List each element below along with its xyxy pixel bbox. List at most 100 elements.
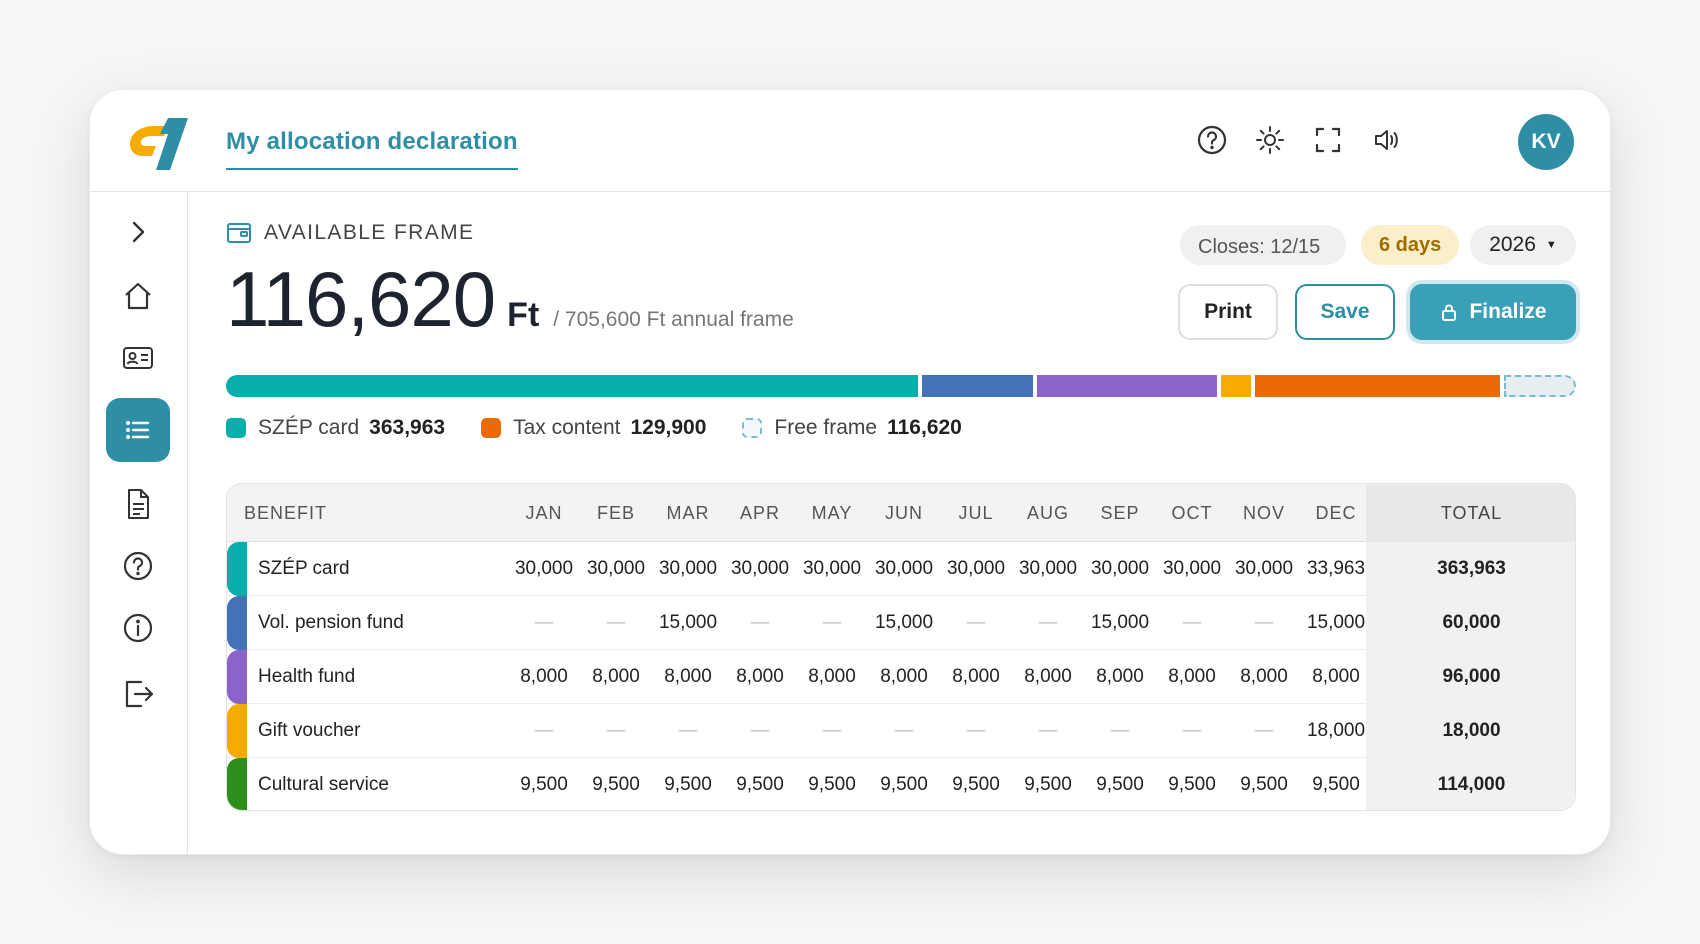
- finalize-label: Finalize: [1469, 300, 1547, 323]
- sidebar-expand[interactable]: [106, 200, 170, 264]
- month-cell[interactable]: 15,000: [658, 612, 718, 633]
- sound-icon[interactable]: [1368, 122, 1404, 158]
- month-cell[interactable]: 30,000: [1234, 558, 1294, 579]
- month-cell[interactable]: 30,000: [514, 558, 574, 579]
- month-cell[interactable]: 9,500: [952, 774, 1000, 795]
- month-cell[interactable]: —: [1254, 612, 1274, 633]
- page-title-tab[interactable]: My allocation declaration: [226, 114, 518, 170]
- month-cell[interactable]: —: [750, 720, 770, 741]
- month-cell[interactable]: 9,500: [808, 774, 856, 795]
- month-cell[interactable]: 9,500: [1312, 774, 1360, 795]
- month-cell[interactable]: 8,000: [1312, 666, 1360, 687]
- theme-sun-icon[interactable]: [1252, 122, 1288, 158]
- month-cell[interactable]: 30,000: [1090, 558, 1150, 579]
- month-cell[interactable]: —: [750, 612, 770, 633]
- benefit-name: SZÉP card: [258, 558, 350, 579]
- row-total-cell: 363,963: [1366, 542, 1575, 596]
- month-cell[interactable]: 9,500: [1168, 774, 1216, 795]
- month-cell[interactable]: —: [534, 612, 554, 633]
- benefit-table: BENEFIT JAN FEB MAR APR MAY JUN JUL AUG SEP OCT NOV…: [226, 483, 1576, 811]
- month-cell[interactable]: 15,000: [1306, 612, 1366, 633]
- month-cell[interactable]: 9,500: [1024, 774, 1072, 795]
- month-cell[interactable]: —: [1038, 720, 1058, 741]
- month-cell[interactable]: —: [894, 720, 914, 741]
- sidebar-item-help[interactable]: [106, 534, 170, 598]
- available-frame-amount: 116,620 Ft / 705,600 Ft annual frame: [226, 254, 794, 345]
- column-header-total: TOTAL: [1366, 484, 1575, 542]
- month-cell[interactable]: 33,963: [1306, 558, 1366, 579]
- month-cell[interactable]: 9,500: [880, 774, 928, 795]
- table-header: BENEFIT JAN FEB MAR APR MAY JUN JUL AUG SEP OCT NOV…: [227, 484, 1575, 542]
- month-cell[interactable]: 8,000: [1240, 666, 1288, 687]
- row-color-stripe: [227, 542, 247, 596]
- finalize-button[interactable]: Finalize: [1410, 284, 1576, 340]
- month-cell[interactable]: 30,000: [802, 558, 862, 579]
- month-cell[interactable]: —: [966, 720, 986, 741]
- month-cell[interactable]: 30,000: [1018, 558, 1078, 579]
- month-cell[interactable]: 8,000: [736, 666, 784, 687]
- month-cell[interactable]: 9,500: [1096, 774, 1144, 795]
- sidebar: [90, 192, 188, 854]
- month-cell[interactable]: 30,000: [658, 558, 718, 579]
- month-cell[interactable]: 9,500: [592, 774, 640, 795]
- month-cell[interactable]: 9,500: [520, 774, 568, 795]
- caret-down-icon: ▼: [1545, 239, 1557, 251]
- help-icon[interactable]: [1194, 122, 1230, 158]
- sidebar-item-info[interactable]: [106, 596, 170, 660]
- sidebar-item-profile[interactable]: [106, 326, 170, 390]
- month-cell[interactable]: 30,000: [946, 558, 1006, 579]
- month-cell[interactable]: 8,000: [808, 666, 856, 687]
- month-cell[interactable]: —: [606, 612, 626, 633]
- month-cell[interactable]: —: [678, 720, 698, 741]
- month-cell[interactable]: 30,000: [874, 558, 934, 579]
- month-cell[interactable]: 8,000: [1024, 666, 1072, 687]
- month-cell[interactable]: 9,500: [736, 774, 784, 795]
- row-total-cell: 96,000: [1366, 650, 1575, 704]
- allocation-segment: [1504, 375, 1576, 397]
- days-remaining-badge: 6 days: [1361, 225, 1460, 265]
- month-cell[interactable]: —: [822, 720, 842, 741]
- allocation-segment: [922, 375, 1033, 397]
- month-cell[interactable]: 9,500: [1240, 774, 1288, 795]
- column-header-month: MAY: [811, 503, 853, 523]
- sidebar-item-home[interactable]: [106, 264, 170, 328]
- month-cell[interactable]: 8,000: [952, 666, 1000, 687]
- month-cell[interactable]: 8,000: [880, 666, 928, 687]
- month-cell[interactable]: —: [534, 720, 554, 741]
- save-button[interactable]: Save: [1295, 284, 1395, 340]
- month-cell[interactable]: —: [1182, 720, 1202, 741]
- month-cell[interactable]: 15,000: [874, 612, 934, 633]
- row-total-cell: 18,000: [1366, 704, 1575, 758]
- month-cell[interactable]: 15,000: [1090, 612, 1150, 633]
- month-cell[interactable]: —: [1254, 720, 1274, 741]
- month-cell[interactable]: —: [1110, 720, 1130, 741]
- month-cell[interactable]: 18,000: [1306, 720, 1366, 741]
- legend-item: Free frame 116,620: [742, 416, 962, 440]
- month-cell[interactable]: 9,500: [664, 774, 712, 795]
- month-cell[interactable]: 8,000: [520, 666, 568, 687]
- year-select[interactable]: 2026 ▼: [1470, 225, 1576, 265]
- sidebar-item-documents[interactable]: [106, 472, 170, 536]
- app-logo: [124, 112, 194, 172]
- legend-label: SZÉP card: [258, 416, 360, 439]
- month-cell[interactable]: —: [1182, 612, 1202, 633]
- month-cell[interactable]: 30,000: [1162, 558, 1222, 579]
- month-cell[interactable]: 8,000: [592, 666, 640, 687]
- fullscreen-icon[interactable]: [1310, 122, 1346, 158]
- print-button[interactable]: Print: [1178, 284, 1278, 340]
- user-avatar[interactable]: KV: [1518, 114, 1574, 170]
- month-cell[interactable]: 30,000: [730, 558, 790, 579]
- sidebar-item-logout[interactable]: [106, 662, 170, 726]
- legend-item: Tax content 129,900: [481, 416, 706, 440]
- month-cell[interactable]: —: [822, 612, 842, 633]
- month-cell[interactable]: 8,000: [1168, 666, 1216, 687]
- sidebar-item-allocation[interactable]: [106, 398, 170, 462]
- month-cell[interactable]: 8,000: [664, 666, 712, 687]
- month-cell[interactable]: —: [1038, 612, 1058, 633]
- month-cell[interactable]: 8,000: [1096, 666, 1144, 687]
- month-cell[interactable]: 30,000: [586, 558, 646, 579]
- legend-label: Tax content: [513, 416, 621, 439]
- month-cell[interactable]: —: [606, 720, 626, 741]
- month-cell[interactable]: —: [966, 612, 986, 633]
- legend-value: 363,963: [369, 416, 446, 439]
